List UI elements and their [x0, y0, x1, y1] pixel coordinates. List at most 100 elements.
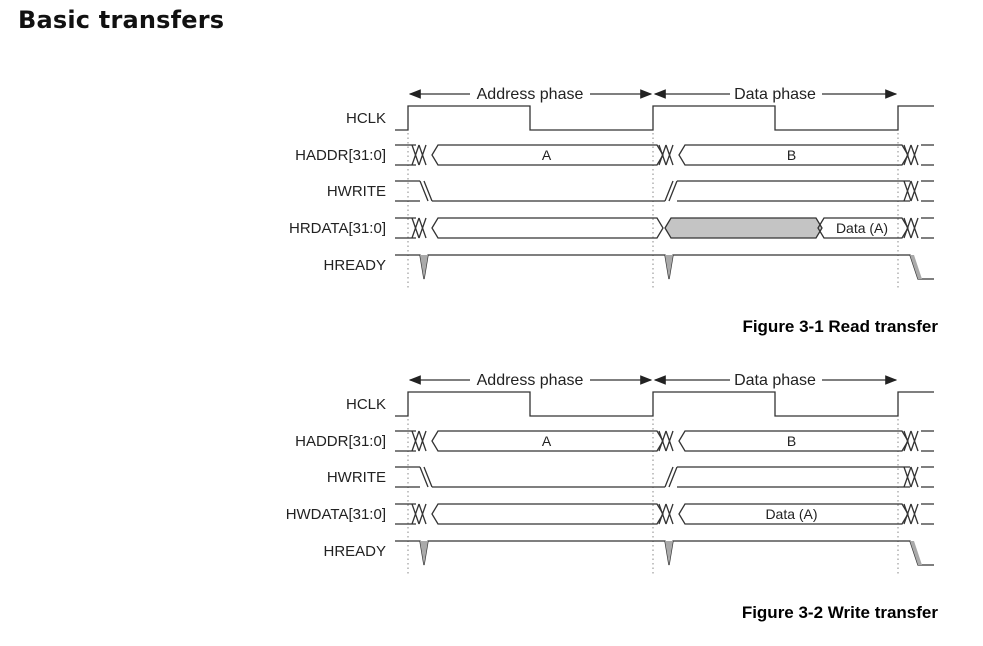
hwrite-transition-3-cross-1 [903, 466, 912, 488]
hdata-transition-1-cross-1 [411, 503, 420, 525]
hready-dip-1 [420, 541, 428, 565]
haddr-transition-1-cross-2 [418, 144, 427, 166]
haddr-transition-2 [658, 144, 674, 166]
hwrite-waveform [395, 466, 934, 488]
hready-dip-1 [420, 255, 428, 279]
hready-line [395, 254, 934, 280]
hready-waveform [395, 540, 934, 566]
haddr-transition-3-cross-1 [903, 430, 912, 452]
haddr-transition-3 [903, 430, 919, 452]
hdata-transition-3-cross-2 [910, 503, 919, 525]
hwrite-before [395, 466, 420, 488]
hdata-next [921, 503, 934, 525]
haddr-transition-1-cross-2 [418, 430, 427, 452]
haddr-transition-2-cross-2 [665, 430, 674, 452]
phase-arrows: Address phase Data phase [408, 370, 898, 389]
hdata-transition-2-cross-1 [658, 503, 667, 525]
address-phase-label: Address phase [477, 86, 584, 103]
haddr-transition-1 [411, 144, 427, 166]
hdata-transition-3-cross-1 [903, 503, 912, 525]
haddr-value-b: B [787, 433, 796, 449]
haddr-value-b: B [787, 147, 796, 163]
signal-label-hready: HREADY [323, 257, 386, 274]
hdata-transition-2-cross-2 [665, 503, 674, 525]
hdata-value: Data (A) [836, 220, 888, 236]
data-phase-label: Data phase [734, 372, 816, 389]
haddr-transition-2-cross-1 [658, 430, 667, 452]
address-phase-label-bg [470, 370, 590, 388]
address-phase-label: Address phase [477, 372, 584, 389]
hwrite-transition-3-cross-2 [910, 466, 919, 488]
hready-fall-3 [910, 541, 922, 565]
hwrite-transition-3-cross-2 [910, 180, 919, 202]
signal-label-hready: HREADY [323, 543, 386, 560]
hclk-waveform [395, 105, 934, 131]
hready-line [395, 540, 934, 566]
haddr-transition-1-cross-1 [411, 430, 420, 452]
hdata-transition-1-cross-2 [418, 503, 427, 525]
hdata-transition-3 [903, 217, 919, 239]
hwrite-transition-3 [903, 466, 919, 488]
hwrite-edge-2 [664, 180, 678, 202]
hdata-transition-1 [411, 217, 427, 239]
signal-label-haddr: HADDR[31:0] [295, 433, 386, 450]
signal-label-hclk: HCLK [346, 110, 386, 127]
haddr-transition-3-cross-2 [910, 430, 919, 452]
hdata-transition-1 [411, 503, 427, 525]
haddr-transition-1 [411, 430, 427, 452]
hdata-transition-3-cross-2 [910, 217, 919, 239]
hdata-transition-3-cross-1 [903, 217, 912, 239]
haddr-next [921, 144, 934, 166]
signal-label-haddr: HADDR[31:0] [295, 147, 386, 164]
hready-fall-3 [910, 255, 922, 279]
hwrite-next [921, 466, 934, 488]
hdata-segment-address-phase [431, 217, 664, 239]
figure-caption: Figure 3-1 Read transfer [742, 317, 938, 336]
haddr-value-a: A [542, 433, 552, 449]
signal-label-hdata: HRDATA[31:0] [289, 220, 386, 237]
hdata-transition-1-cross-1 [411, 217, 420, 239]
figure-caption: Figure 3-2 Write transfer [742, 603, 939, 622]
hdata-waveform: Data (A) [395, 217, 934, 239]
signal-label-hdata: HWDATA[31:0] [286, 506, 386, 523]
address-phase-label-bg [470, 84, 590, 102]
hdata-transition-3 [903, 503, 919, 525]
hdata-transition-1-cross-2 [418, 217, 427, 239]
phase-arrows: Address phase Data phase [408, 84, 898, 103]
hwrite-transition-3 [903, 180, 919, 202]
signal-label-hwrite: HWRITE [327, 469, 386, 486]
haddr-transition-1-cross-1 [411, 144, 420, 166]
data-phase-label-bg [730, 84, 822, 102]
hdata-segment-address-phase [431, 503, 664, 525]
write-transfer-diagram: Address phase Data phase HCLK HADDR[31:0] HW… [286, 370, 939, 622]
hdata-waveform: Data (A) [395, 503, 934, 525]
hready-dip-2 [665, 541, 673, 565]
hready-waveform [395, 254, 934, 280]
hdata-value: Data (A) [765, 506, 817, 522]
signal-label-hwrite: HWRITE [327, 183, 386, 200]
hwrite-data-phase [677, 466, 910, 488]
hwrite-waveform [395, 180, 934, 202]
hwrite-before [395, 180, 420, 202]
haddr-value-a: A [542, 147, 552, 163]
haddr-transition-2-cross-2 [665, 144, 674, 166]
hwrite-edge-1 [419, 180, 433, 202]
haddr-transition-2-cross-1 [658, 144, 667, 166]
hwrite-transition-3-cross-1 [903, 180, 912, 202]
hclk-waveform [395, 391, 934, 417]
data-phase-label: Data phase [734, 86, 816, 103]
hdata-transition-2 [658, 503, 674, 525]
haddr-transition-3-cross-2 [910, 144, 919, 166]
read-transfer-diagram: Address phase Data phase HCLK HADDR[31:0] HW… [289, 84, 938, 336]
data-phase-label-bg [730, 370, 822, 388]
hready-dip-2 [665, 255, 673, 279]
haddr-transition-3 [903, 144, 919, 166]
haddr-transition-3-cross-1 [903, 144, 912, 166]
hdata-segment-invalid [664, 217, 823, 239]
page-title: Basic transfers [18, 6, 225, 34]
hdata-next [921, 217, 934, 239]
haddr-transition-2 [658, 430, 674, 452]
signal-label-hclk: HCLK [346, 396, 386, 413]
hwrite-data-phase [677, 180, 910, 202]
